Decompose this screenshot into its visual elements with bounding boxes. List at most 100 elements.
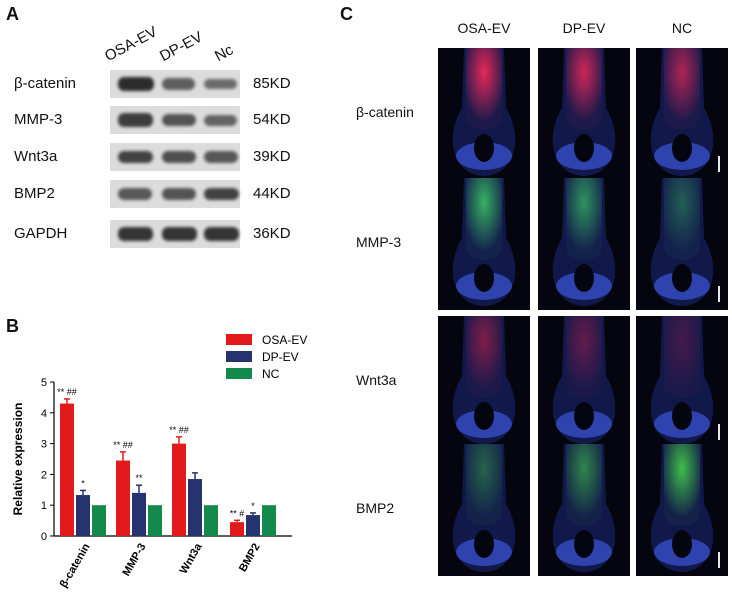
protein-label: MMP-3 [14,111,63,128]
hair-follicle-image [650,178,714,306]
y-tick-label: 5 [41,377,47,389]
protein-label: β-catenin [14,75,76,92]
micrograph-image [636,48,728,180]
x-tick-label: BMP2 [237,542,263,574]
micrograph-column-label: NC [671,20,693,36]
blot-band [118,227,154,241]
protein-label: GAPDH [14,225,68,242]
bar [188,479,202,536]
bar [172,443,186,536]
micrograph-image [438,48,530,180]
bar [132,492,146,536]
bar [76,495,90,536]
legend-swatch [226,368,252,379]
blot-band [118,188,152,200]
kd-label: 54KD [253,111,291,128]
bar [204,505,218,536]
micrograph-row-label: Wnt3a [356,372,397,388]
micrograph-image [538,316,630,448]
significance-label: ** ## [169,425,189,435]
legend-swatch [226,334,252,345]
micrograph-row-label: MMP-3 [356,234,402,250]
micrograph-image [636,444,728,576]
micrograph-image [636,316,728,448]
bar [92,505,106,536]
hair-follicle-image [552,316,616,444]
hair-follicle-image [552,48,616,176]
blot-strip [110,143,240,171]
x-tick-label: β-catenin [58,541,93,590]
scale-bar [718,424,720,440]
blot-strip [110,70,240,98]
bar [116,460,130,536]
hair-follicle-image [552,444,616,572]
blot-band [118,77,154,91]
hair-follicle-image [650,316,714,444]
micrograph-column-label: OSA-EV [457,20,511,36]
blot-band [204,227,240,241]
micrograph-image [538,444,630,576]
blot-band [204,78,237,90]
blot-band [204,114,237,126]
significance-label: ** [135,473,143,483]
hair-follicle-image [650,48,714,176]
significance-label: * [251,501,255,511]
kd-label: 36KD [253,225,291,242]
micrograph-column-label: DP-EV [562,20,606,36]
y-tick-label: 0 [41,531,47,543]
micrograph-row-label: BMP2 [356,500,395,516]
y-tick-label: 1 [41,500,47,512]
x-tick-label: MMP-3 [120,542,148,579]
hair-follicle-image [452,178,516,306]
bar [262,505,276,536]
hair-follicle-image [552,178,616,306]
blot-band [204,187,239,201]
bar [230,522,244,536]
x-tick-label: Wnt3a [178,541,205,576]
blot-band [162,78,196,90]
protein-label: Wnt3a [14,148,58,165]
legend-label: NC [262,367,280,381]
blot-band [118,113,154,127]
significance-label: ** ## [113,440,133,450]
lane-label-osa-ev: OSA-EV [102,23,161,65]
panel-c-letter: C [340,4,353,24]
legend-label: OSA-EV [262,333,307,347]
kd-label: 39KD [253,148,291,165]
kd-label: 85KD [253,75,291,92]
bar [148,505,162,536]
scale-bar [718,552,720,568]
scale-bar [718,286,720,302]
micrograph-image [538,178,630,310]
panel-a-letter: A [6,4,19,24]
scale-bar [718,156,720,172]
lane-label-dp-ev: DP-EV [157,28,206,66]
micrograph-image [636,178,728,310]
micrograph-image [438,178,530,310]
significance-label: ** # [230,508,245,518]
hair-follicle-image [650,444,714,572]
bar [246,515,260,536]
lane-label-nc: Nc [212,41,237,65]
blot-band [162,150,197,164]
legend-label: DP-EV [262,350,299,364]
blot-band [162,227,198,241]
bar [60,403,74,536]
blot-band [118,150,153,164]
y-tick-label: 4 [41,408,47,420]
bar-chart: 0 1 2 3 4 5 Relative expression ** ## * β-catenin… [11,333,307,590]
hair-follicle-image [452,316,516,444]
legend-swatch [226,351,252,362]
y-tick-label: 2 [41,469,47,481]
blot-band [204,151,238,163]
protein-label: BMP2 [14,185,55,202]
micrograph-row-label: β-catenin [356,104,414,120]
panel-b-letter: B [6,316,19,336]
blot-strip [110,106,240,134]
y-axis-label: Relative expression [11,403,25,516]
significance-label: * [81,478,85,488]
significance-label: ** ## [57,387,77,397]
hair-follicle-image [452,48,516,176]
blot-band [162,188,196,200]
micrograph-image [438,316,530,448]
